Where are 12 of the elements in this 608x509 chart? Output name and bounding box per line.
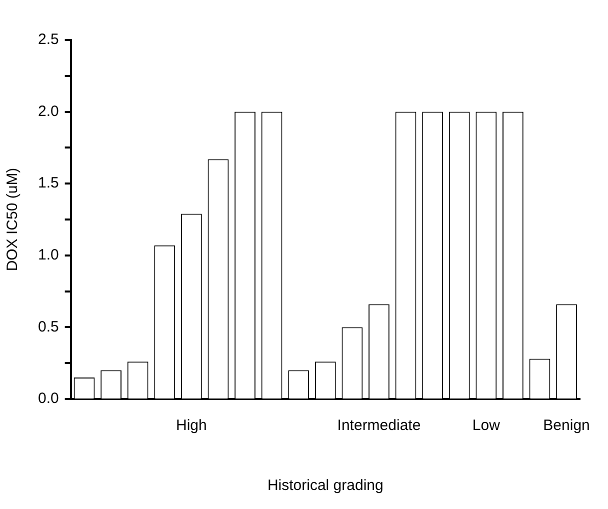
y-tick-label: 1.5 xyxy=(38,174,59,192)
x-tick-label: Benign xyxy=(543,417,590,434)
x-axis-title: Historical grading xyxy=(267,477,384,494)
x-tick-label: Low xyxy=(472,417,500,434)
y-tick-label: 2.0 xyxy=(38,102,59,120)
y-axis-title: DOX IC50 (uM) xyxy=(4,168,22,272)
x-tick-label: High xyxy=(176,417,207,434)
x-tick-label: Intermediate xyxy=(337,417,421,434)
y-tick-label: 0.5 xyxy=(38,318,59,336)
y-tick-label: 2.5 xyxy=(38,31,59,48)
y-tick-label: 1.0 xyxy=(38,246,59,264)
y-tick-label: 0.0 xyxy=(38,390,59,408)
